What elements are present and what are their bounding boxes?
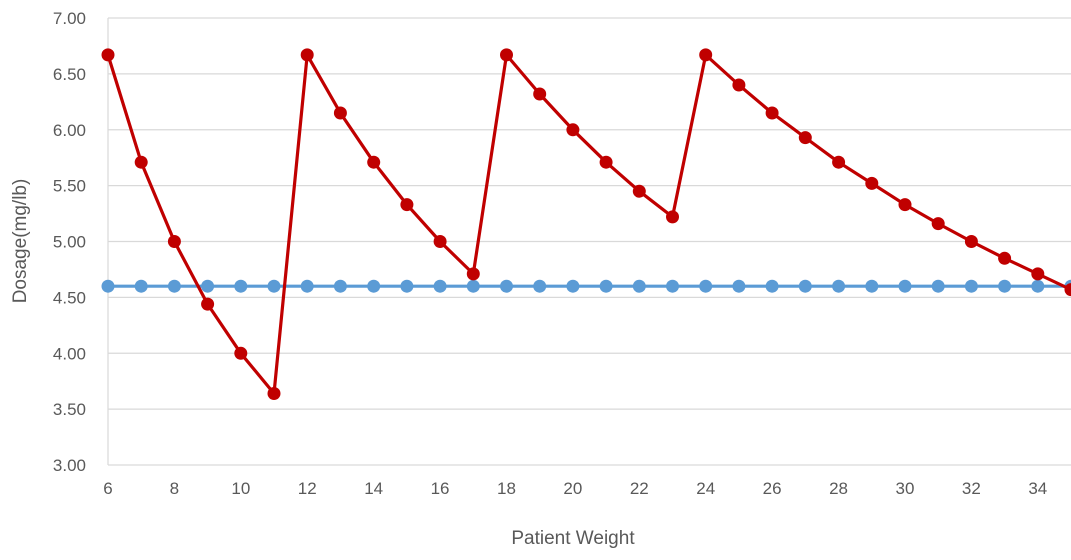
y-tick-label: 3.00 bbox=[53, 456, 86, 475]
data-point bbox=[300, 48, 314, 62]
data-point bbox=[632, 184, 646, 198]
x-tick-label: 24 bbox=[696, 479, 715, 498]
data-point bbox=[898, 279, 912, 293]
series-0 bbox=[101, 48, 1071, 400]
y-tick-label: 3.50 bbox=[53, 400, 86, 419]
data-point bbox=[1031, 267, 1045, 281]
x-tick-label: 8 bbox=[170, 479, 179, 498]
y-tick-label: 6.00 bbox=[53, 121, 86, 140]
x-tick-label: 10 bbox=[231, 479, 250, 498]
data-point bbox=[699, 48, 713, 62]
data-point bbox=[732, 279, 746, 293]
data-point bbox=[798, 279, 812, 293]
series-line bbox=[106, 53, 1071, 396]
gridlines bbox=[107, 17, 1071, 466]
y-tick-label: 5.00 bbox=[53, 233, 86, 252]
y-tick-label: 6.50 bbox=[53, 65, 86, 84]
data-point bbox=[167, 279, 181, 293]
data-point bbox=[998, 279, 1012, 293]
y-tick-label: 4.00 bbox=[53, 344, 86, 363]
data-point bbox=[267, 279, 281, 293]
data-point bbox=[832, 155, 846, 169]
data-point bbox=[267, 387, 281, 400]
data-point bbox=[898, 198, 912, 212]
data-point bbox=[699, 279, 713, 293]
y-axis-title: Dosage(mg/lb) bbox=[10, 179, 31, 304]
series-1 bbox=[101, 279, 1071, 293]
data-point bbox=[500, 279, 513, 293]
x-tick-label: 6 bbox=[103, 479, 112, 498]
x-tick-label: 12 bbox=[298, 479, 317, 498]
data-point bbox=[765, 279, 779, 293]
data-point bbox=[732, 78, 746, 92]
data-point bbox=[367, 279, 381, 293]
data-point bbox=[666, 279, 679, 293]
data-point bbox=[234, 346, 248, 360]
data-point bbox=[533, 279, 547, 293]
x-axis-title: Patient Weight bbox=[511, 528, 635, 549]
x-tick-label: 18 bbox=[497, 479, 516, 498]
x-axis-ticks: 6 8 10 12 14 16 18 20 22 24 26 28 30 32 34 bbox=[103, 479, 1047, 498]
data-point bbox=[566, 279, 580, 293]
data-point bbox=[931, 279, 945, 293]
x-tick-label: 30 bbox=[896, 479, 915, 498]
data-point bbox=[599, 155, 613, 169]
data-point bbox=[134, 279, 148, 293]
data-point bbox=[400, 198, 414, 212]
y-axis-ticks: 3.00 3.50 4.00 4.50 5.00 5.50 6.00 6.50 7.00 bbox=[53, 9, 86, 475]
data-point bbox=[632, 279, 646, 293]
data-point bbox=[865, 279, 879, 293]
data-point bbox=[765, 106, 779, 120]
data-point bbox=[666, 210, 679, 224]
data-point bbox=[466, 279, 480, 293]
data-point bbox=[931, 217, 945, 231]
data-point bbox=[234, 279, 248, 293]
data-point bbox=[865, 176, 879, 190]
data-point bbox=[201, 297, 215, 311]
x-tick-label: 34 bbox=[1028, 479, 1047, 498]
data-point bbox=[500, 48, 513, 62]
data-point bbox=[333, 106, 347, 120]
data-point bbox=[201, 279, 215, 293]
x-tick-label: 14 bbox=[364, 479, 383, 498]
data-point bbox=[101, 279, 115, 293]
data-point bbox=[566, 123, 580, 137]
y-tick-label: 7.00 bbox=[53, 9, 86, 28]
data-point bbox=[964, 235, 978, 248]
x-tick-label: 22 bbox=[630, 479, 649, 498]
x-tick-label: 20 bbox=[563, 479, 582, 498]
data-point bbox=[798, 131, 812, 145]
data-point bbox=[134, 155, 148, 169]
series-group bbox=[101, 48, 1071, 400]
data-point bbox=[599, 279, 613, 293]
data-point bbox=[333, 279, 347, 293]
x-tick-label: 32 bbox=[962, 479, 981, 498]
data-point bbox=[101, 48, 115, 62]
data-point bbox=[533, 87, 547, 101]
data-point bbox=[433, 279, 447, 293]
data-point bbox=[433, 235, 447, 248]
x-tick-label: 26 bbox=[763, 479, 782, 498]
data-point bbox=[300, 279, 314, 293]
data-point bbox=[832, 279, 846, 293]
y-tick-label: 4.50 bbox=[53, 288, 86, 307]
data-point bbox=[167, 235, 181, 248]
y-tick-label: 5.50 bbox=[53, 177, 86, 196]
data-point bbox=[466, 267, 480, 281]
data-point bbox=[998, 251, 1012, 265]
data-point bbox=[1064, 283, 1071, 297]
data-point bbox=[400, 279, 414, 293]
x-tick-label: 16 bbox=[431, 479, 450, 498]
data-point bbox=[367, 155, 381, 169]
data-point bbox=[964, 279, 978, 293]
x-tick-label: 28 bbox=[829, 479, 848, 498]
data-point bbox=[1031, 279, 1045, 293]
